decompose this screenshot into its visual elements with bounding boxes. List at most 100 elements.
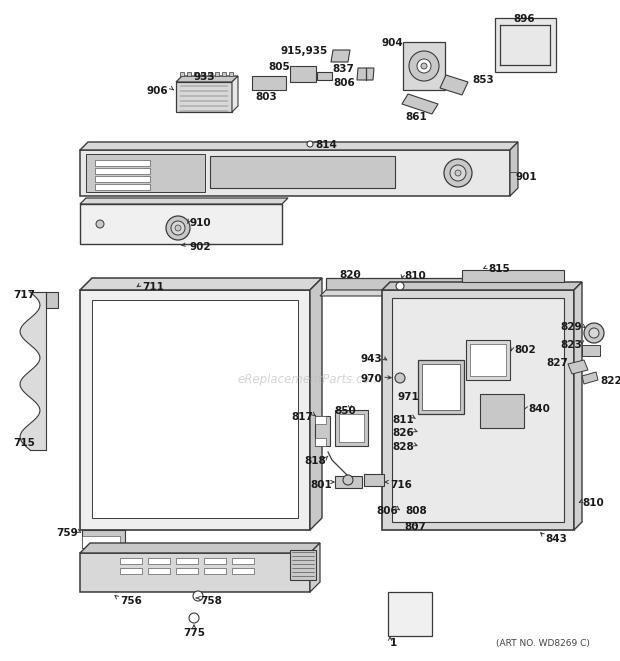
Polygon shape xyxy=(229,72,233,76)
Polygon shape xyxy=(582,345,600,356)
Circle shape xyxy=(589,328,599,338)
Polygon shape xyxy=(204,558,226,564)
Polygon shape xyxy=(80,198,288,204)
Circle shape xyxy=(421,63,427,69)
Polygon shape xyxy=(201,72,205,76)
Text: 818: 818 xyxy=(304,456,326,466)
Text: 810: 810 xyxy=(582,498,604,508)
Polygon shape xyxy=(232,558,254,564)
Text: 901: 901 xyxy=(516,172,538,182)
Text: 837: 837 xyxy=(332,64,354,74)
Polygon shape xyxy=(222,72,226,76)
Polygon shape xyxy=(392,298,564,522)
Polygon shape xyxy=(315,416,330,446)
Polygon shape xyxy=(80,278,322,290)
Polygon shape xyxy=(232,568,254,574)
Polygon shape xyxy=(335,476,362,488)
Polygon shape xyxy=(510,142,518,196)
Text: 943: 943 xyxy=(360,354,382,364)
Polygon shape xyxy=(95,184,150,190)
Text: 933: 933 xyxy=(193,72,215,82)
Text: 759: 759 xyxy=(56,528,78,538)
Text: 815: 815 xyxy=(488,264,510,274)
Circle shape xyxy=(409,51,439,81)
Polygon shape xyxy=(176,568,198,574)
Text: 906: 906 xyxy=(146,86,168,96)
Text: 915,935: 915,935 xyxy=(281,46,328,56)
Polygon shape xyxy=(180,72,184,76)
Polygon shape xyxy=(317,72,332,80)
Text: 823: 823 xyxy=(560,340,582,350)
Text: 970: 970 xyxy=(360,374,382,384)
Polygon shape xyxy=(80,553,310,592)
Text: 828: 828 xyxy=(392,442,414,452)
Circle shape xyxy=(175,225,181,231)
Polygon shape xyxy=(80,543,320,553)
Polygon shape xyxy=(148,568,170,574)
Text: 861: 861 xyxy=(405,112,427,122)
Text: 758: 758 xyxy=(200,596,222,606)
Circle shape xyxy=(450,165,466,181)
Text: 811: 811 xyxy=(392,415,414,425)
Polygon shape xyxy=(495,18,556,72)
Polygon shape xyxy=(290,550,316,580)
Polygon shape xyxy=(331,50,350,62)
Polygon shape xyxy=(382,290,574,530)
Polygon shape xyxy=(582,372,598,384)
Polygon shape xyxy=(315,416,326,424)
Polygon shape xyxy=(176,558,198,564)
Polygon shape xyxy=(80,142,518,150)
Text: 896: 896 xyxy=(513,14,535,24)
Polygon shape xyxy=(418,360,464,414)
Polygon shape xyxy=(95,176,150,182)
Circle shape xyxy=(171,221,185,235)
Polygon shape xyxy=(80,290,310,530)
Text: 802: 802 xyxy=(514,345,536,355)
Polygon shape xyxy=(176,76,238,82)
Circle shape xyxy=(444,159,472,187)
Polygon shape xyxy=(422,364,460,410)
Text: 829: 829 xyxy=(560,322,582,332)
Circle shape xyxy=(343,475,353,485)
Polygon shape xyxy=(310,543,320,592)
Text: 1: 1 xyxy=(390,638,397,648)
Polygon shape xyxy=(315,438,326,446)
Polygon shape xyxy=(339,414,364,442)
Polygon shape xyxy=(80,150,510,196)
Text: 840: 840 xyxy=(528,404,550,414)
Text: 822: 822 xyxy=(600,376,620,386)
Polygon shape xyxy=(210,156,395,188)
Circle shape xyxy=(584,323,604,343)
Polygon shape xyxy=(208,72,212,76)
Text: 801: 801 xyxy=(310,480,332,490)
Polygon shape xyxy=(194,72,198,76)
Polygon shape xyxy=(466,340,510,380)
Circle shape xyxy=(96,220,104,228)
Polygon shape xyxy=(470,344,506,376)
Polygon shape xyxy=(120,558,142,564)
Text: 843: 843 xyxy=(545,534,567,544)
Text: 817: 817 xyxy=(291,412,313,422)
Text: 814: 814 xyxy=(315,140,337,150)
Text: 850: 850 xyxy=(334,406,356,416)
Text: 910: 910 xyxy=(190,218,211,228)
Text: 827: 827 xyxy=(546,358,568,368)
Text: 808: 808 xyxy=(405,506,427,516)
Polygon shape xyxy=(232,76,238,112)
Polygon shape xyxy=(148,558,170,564)
Polygon shape xyxy=(187,72,191,76)
Text: 971: 971 xyxy=(398,392,420,402)
Polygon shape xyxy=(440,75,468,95)
Circle shape xyxy=(189,613,199,623)
Text: 806: 806 xyxy=(376,506,398,516)
Polygon shape xyxy=(310,278,322,530)
Polygon shape xyxy=(480,394,524,428)
Polygon shape xyxy=(357,68,374,80)
Circle shape xyxy=(396,282,404,290)
Polygon shape xyxy=(252,76,286,90)
Text: 807: 807 xyxy=(404,522,426,532)
Polygon shape xyxy=(95,160,150,166)
Polygon shape xyxy=(326,278,462,290)
Polygon shape xyxy=(86,154,205,192)
Text: 711: 711 xyxy=(142,282,164,292)
